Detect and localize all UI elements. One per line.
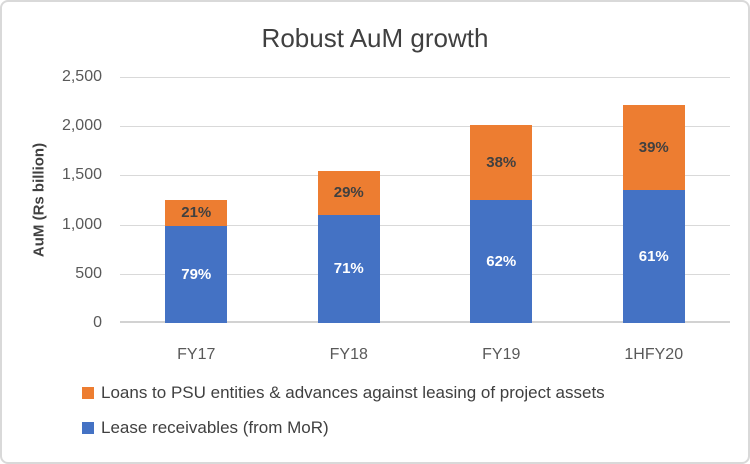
bar-segment-lease-receivables-fy17[interactable]: 79% — [165, 225, 228, 323]
bar-segment-psu-loans-fy18[interactable]: 29% — [317, 170, 380, 215]
chart-title: Robust AuM growth — [261, 23, 489, 53]
y-tick-label: 1,000 — [61, 215, 102, 233]
bar-data-label: 38% — [486, 154, 517, 172]
legend: Loans to PSU entities & advances against… — [82, 382, 605, 452]
plot-area: 79% 21% 71% 29% 62% 38% 61% 39% — [120, 77, 730, 323]
gridline — [120, 77, 730, 78]
bar-segment-lease-receivables-1hfy20[interactable]: 61% — [622, 189, 685, 323]
x-axis-label-fy19: FY19 — [482, 346, 521, 363]
bar-data-label: 71% — [333, 260, 364, 278]
x-axis-label-fy17: FY17 — [177, 346, 216, 363]
legend-label: Loans to PSU entities & advances against… — [101, 383, 605, 402]
x-axis-label-1hfy20: 1HFY20 — [624, 346, 684, 363]
bar-segment-psu-loans-1hfy20[interactable]: 39% — [622, 104, 685, 190]
gridline — [120, 225, 730, 226]
bar-data-label: 29% — [333, 184, 364, 202]
x-axis-label-fy18: FY18 — [329, 346, 368, 363]
legend-item-psu-loans[interactable]: Loans to PSU entities & advances against… — [82, 382, 605, 404]
legend-swatch-icon — [82, 422, 94, 434]
legend-item-lease-receivables[interactable]: Lease receivables (from MoR) — [82, 417, 605, 439]
bar-data-label: 21% — [181, 204, 212, 222]
legend-label: Lease receivables (from MoR) — [101, 418, 329, 437]
y-tick-label: 2,500 — [61, 68, 102, 85]
y-tick-label: 500 — [75, 264, 102, 282]
bar-segment-psu-loans-fy17[interactable]: 21% — [165, 200, 228, 226]
gridline — [120, 126, 730, 127]
y-tick-label: 1,500 — [61, 166, 102, 184]
bar-data-label: 62% — [486, 253, 517, 270]
gridline — [120, 175, 730, 176]
bar-segment-lease-receivables-fy19[interactable]: 62% — [470, 200, 533, 323]
y-tick-label: 2,000 — [61, 117, 102, 135]
bar-data-label: 79% — [181, 265, 212, 283]
y-tick-label: 0 — [93, 314, 102, 331]
bar-segment-psu-loans-fy19[interactable]: 38% — [470, 125, 533, 200]
y-axis-title: AuM (Rs billion) — [30, 142, 48, 258]
bar-data-label: 61% — [638, 247, 669, 265]
x-axis-line — [120, 321, 730, 323]
legend-swatch-icon — [82, 387, 94, 399]
gridline — [120, 274, 730, 275]
bar-data-label: 39% — [638, 138, 669, 156]
bar-segment-lease-receivables-fy18[interactable]: 71% — [317, 214, 380, 323]
